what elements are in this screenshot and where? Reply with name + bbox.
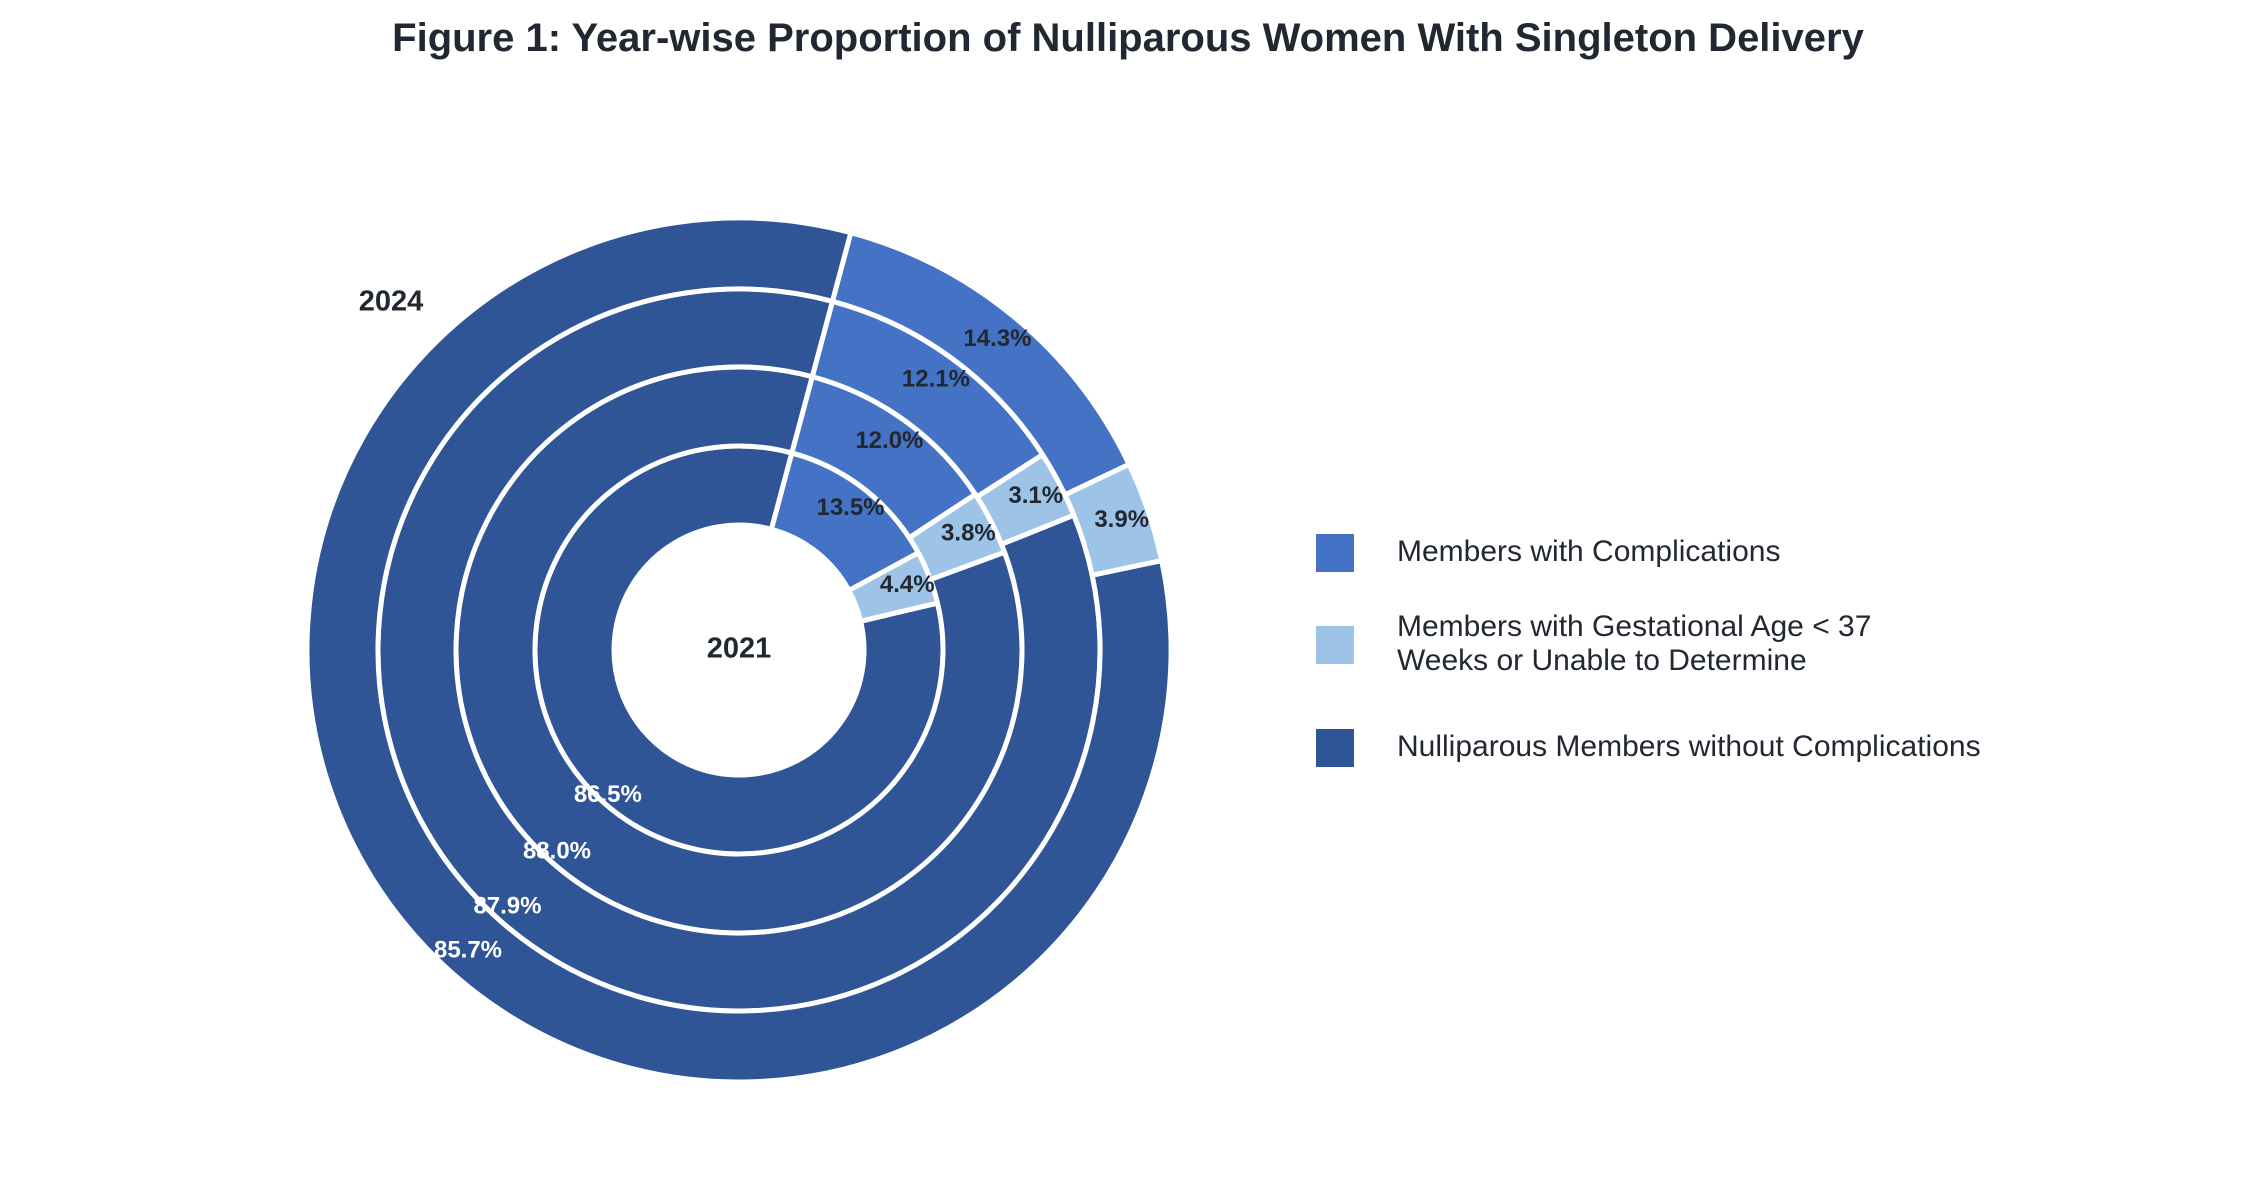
ring-2-label-complications: 12.0% [855,427,923,454]
outer-ring-year-label: 2024 [359,286,424,318]
slice-labels-layer: 13.5% 4.4% 86.5% 12.0% 3.8% 88.0% 12.1% 3.1% 87.… [434,325,1149,963]
ring-1-label-complications: 13.5% [816,494,884,521]
ring-4-label-gestational-age: 3.9% [1094,506,1149,533]
ring-3-label-complications: 12.1% [902,366,970,393]
inner-ring-year-label: 2021 [707,633,772,665]
ring-4-slice-without-complications [304,215,1174,1085]
legend-label-complications: Members with Complications [1397,535,1780,568]
ring-3-label-without-complications: 87.9% [473,892,541,919]
legend: Members with Complications Members with G… [1316,534,1981,767]
legend-label-without-complications: Nulliparous Members without Complication… [1397,730,1981,763]
ring-1-label-gestational-age: 4.4% [880,571,935,598]
legend-swatch-without-complications [1316,729,1354,767]
chart-title: Figure 1: Year-wise Proportion of Nullip… [392,16,1864,60]
ring-1-label-without-complications: 86.5% [574,781,642,808]
legend-label-gestational-age: Members with Gestational Age < 37 [1397,610,1871,643]
ring-2-label-gestational-age: 3.8% [941,520,996,547]
ring-4-label-without-complications: 85.7% [434,936,502,963]
rings-layer [304,215,1174,1085]
ring-4-label-complications: 14.3% [963,325,1031,352]
ring-3-label-gestational-age: 3.1% [1008,482,1063,509]
legend-swatch-gestational-age [1316,626,1354,664]
ring-2-label-without-complications: 88.0% [523,837,591,864]
legend-swatch-complications [1316,534,1354,572]
legend-label-gestational-age: Weeks or Unable to Determine [1397,644,1807,677]
